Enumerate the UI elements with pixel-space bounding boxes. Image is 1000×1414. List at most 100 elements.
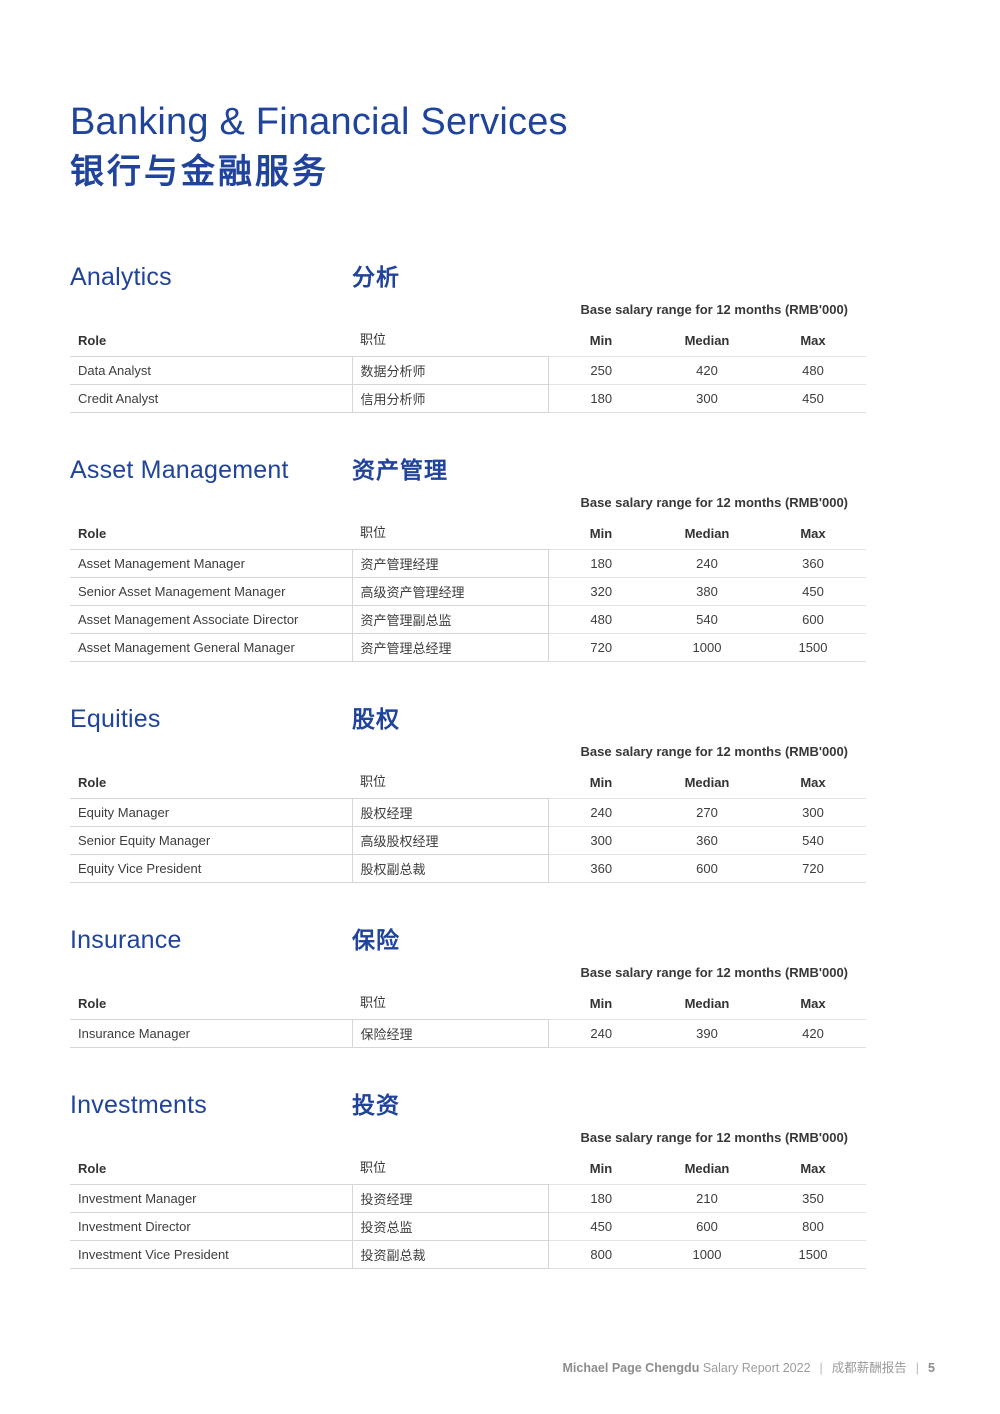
table-row: Senior Asset Management Manager 高级资产管理经理… (70, 577, 866, 606)
cell-median: 380 (654, 577, 760, 606)
cell-min: 480 (547, 605, 654, 634)
cell-min: 180 (547, 384, 654, 414)
table-header-row: Role 职位 Min Median Max (70, 329, 866, 357)
salary-range-note: Base salary range for 12 months (RMB'000… (580, 302, 848, 318)
cell-role: Data Analyst (70, 356, 352, 385)
footer-page-number: 5 (928, 1361, 935, 1375)
salary-range-note: Base salary range for 12 months (RMB'000… (580, 1130, 848, 1146)
section-heading: Asset Management 资产管理 (70, 451, 866, 485)
section-title-en: Equities (70, 705, 161, 734)
cell-max: 450 (760, 577, 866, 606)
cell-role-zh: 股权经理 (351, 798, 548, 827)
cell-role: Senior Asset Management Manager (70, 577, 352, 606)
col-header-role-zh: 职位 (360, 1160, 387, 1176)
col-header-role-zh: 职位 (360, 332, 387, 348)
cell-median: 240 (654, 549, 760, 578)
table-header-row: Role 职位 Min Median Max (70, 522, 866, 550)
cell-max: 420 (760, 1019, 866, 1049)
salary-table-analytics: Role 职位 Min Median Max Data Analyst 数据分析… (70, 329, 866, 414)
col-header-max: Max (800, 526, 826, 542)
section-heading: Investments 投资 (70, 1086, 866, 1120)
salary-table-insurance: Role 职位 Min Median Max Insurance Manager… (70, 992, 866, 1049)
cell-max: 1500 (760, 1240, 866, 1270)
footer-report-title: Salary Report 2022 (702, 1361, 811, 1375)
table-row: Insurance Manager 保险经理 240 390 420 (70, 1019, 866, 1049)
cell-role-zh: 投资经理 (351, 1184, 548, 1213)
cell-min: 240 (547, 1019, 654, 1049)
col-header-median: Median (684, 1161, 730, 1177)
table-header-row: Role 职位 Min Median Max (70, 992, 866, 1020)
col-header-role-zh: 职位 (360, 525, 387, 541)
cell-role-zh: 资产管理经理 (351, 549, 548, 578)
table-row: Credit Analyst 信用分析师 180 300 450 (70, 384, 866, 414)
col-header-role-zh: 职位 (360, 774, 387, 790)
page-content: Banking & Financial Services 银行与金融服务 Ana… (70, 0, 866, 1270)
cell-role: Asset Management Manager (70, 549, 352, 578)
salary-range-note: Base salary range for 12 months (RMB'000… (580, 744, 848, 760)
cell-role: Equity Manager (70, 798, 352, 827)
cell-role-zh: 高级股权经理 (351, 826, 548, 855)
section-asset-management: Asset Management 资产管理 Base salary range … (70, 451, 866, 663)
section-insurance: Insurance 保险 Base salary range for 12 mo… (70, 921, 866, 1049)
col-header-max: Max (800, 333, 826, 349)
cell-min: 240 (547, 798, 654, 827)
cell-min: 360 (547, 854, 654, 884)
cell-max: 450 (760, 384, 866, 414)
page-footer: Michael Page Chengdu Salary Report 2022 |… (563, 1357, 936, 1376)
section-title-en: Asset Management (70, 456, 289, 485)
table-header-row: Role 职位 Min Median Max (70, 771, 866, 799)
cell-min: 300 (547, 826, 654, 855)
col-header-role: Role (78, 996, 107, 1012)
cell-max: 600 (760, 605, 866, 634)
table-row: Asset Management Manager 资产管理经理 180 240 … (70, 549, 866, 578)
col-header-max: Max (800, 1161, 826, 1177)
footer-divider: | (819, 1361, 823, 1375)
section-title-zh: 分析 (352, 264, 400, 291)
table-row: Equity Vice President 股权副总裁 360 600 720 (70, 854, 866, 884)
table-row: Investment Director 投资总监 450 600 800 (70, 1212, 866, 1241)
col-header-max: Max (800, 775, 826, 791)
cell-role-zh: 资产管理副总监 (351, 605, 548, 634)
salary-range-note: Base salary range for 12 months (RMB'000… (580, 965, 848, 981)
cell-median: 600 (654, 854, 760, 884)
cell-median: 600 (654, 1212, 760, 1241)
col-header-role: Role (78, 526, 107, 542)
section-title-zh: 股权 (352, 706, 400, 733)
col-header-median: Median (684, 996, 730, 1012)
section-title-zh: 资产管理 (352, 457, 448, 484)
table-row: Investment Manager 投资经理 180 210 350 (70, 1184, 866, 1213)
cell-max: 480 (760, 356, 866, 385)
cell-role-zh: 数据分析师 (351, 356, 548, 385)
cell-median: 210 (654, 1184, 760, 1213)
cell-role: Insurance Manager (70, 1019, 352, 1049)
section-title-en: Investments (70, 1091, 207, 1120)
section-analytics: Analytics 分析 Base salary range for 12 mo… (70, 258, 866, 414)
section-heading: Insurance 保险 (70, 921, 866, 955)
col-header-role-zh: 职位 (360, 995, 387, 1011)
cell-median: 420 (654, 356, 760, 385)
salary-table-investments: Role 职位 Min Median Max Investment Manage… (70, 1157, 866, 1270)
cell-role: Asset Management General Manager (70, 633, 352, 663)
cell-role-zh: 信用分析师 (351, 384, 548, 414)
cell-median: 390 (654, 1019, 760, 1049)
cell-median: 360 (654, 826, 760, 855)
table-row: Investment Vice President 投资副总裁 800 1000… (70, 1240, 866, 1270)
col-header-role: Role (78, 775, 107, 791)
cell-median: 1000 (654, 1240, 760, 1270)
section-heading: Analytics 分析 (70, 258, 866, 292)
cell-median: 1000 (654, 633, 760, 663)
table-row: Equity Manager 股权经理 240 270 300 (70, 798, 866, 827)
salary-range-note: Base salary range for 12 months (RMB'000… (580, 495, 848, 511)
col-header-median: Median (684, 775, 730, 791)
footer-brand: Michael Page Chengdu (562, 1361, 700, 1375)
page-title-en: Banking & Financial Services (70, 101, 568, 143)
cell-role-zh: 资产管理总经理 (351, 633, 548, 663)
cell-max: 300 (760, 798, 866, 827)
cell-min: 450 (547, 1212, 654, 1241)
cell-role: Investment Manager (70, 1184, 352, 1213)
section-title-en: Insurance (70, 926, 182, 955)
col-header-role: Role (78, 1161, 107, 1177)
col-header-min: Min (589, 1161, 613, 1177)
table-row: Data Analyst 数据分析师 250 420 480 (70, 356, 866, 385)
cell-role: Asset Management Associate Director (70, 605, 352, 634)
